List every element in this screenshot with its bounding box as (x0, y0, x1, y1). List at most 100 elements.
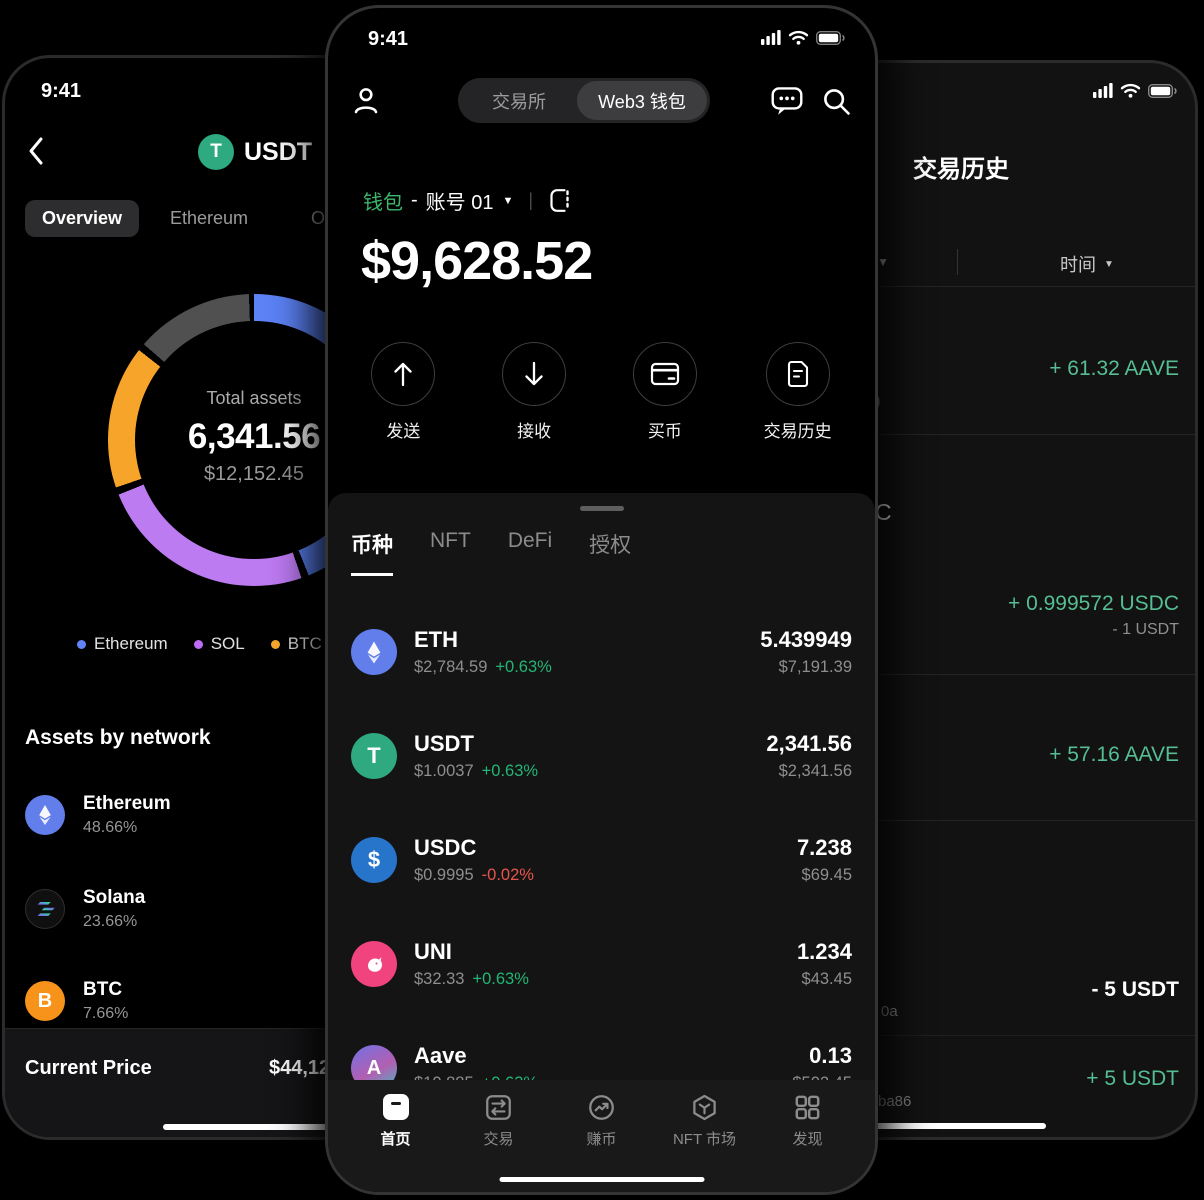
transaction-amount[interactable]: + 61.32 AAVE (1049, 357, 1179, 380)
transaction-sub-amount: - 1 USDT (1112, 621, 1179, 638)
transaction-amount[interactable]: + 57.16 AAVE (1049, 743, 1179, 766)
tether-icon: T (198, 134, 234, 170)
drag-handle[interactable] (579, 506, 624, 511)
token-symbol: Aave (414, 1042, 467, 1068)
wallet-account-row: 钱包 - 账号 01 ▼ | (363, 186, 572, 215)
account-switch-icon[interactable] (548, 187, 572, 214)
transaction-amount[interactable]: + 0.999572 USDC (1007, 592, 1179, 615)
transaction-amount[interactable]: - 5 USDT (1091, 978, 1179, 1001)
usdt-icon: T (351, 733, 397, 779)
battery-icon (1148, 83, 1177, 98)
legend-label: SOL (210, 634, 245, 653)
legend-dot-ethereum (77, 639, 86, 649)
network-percent: 23.66% (83, 913, 138, 930)
nav-home[interactable]: 首页 (351, 1093, 441, 1192)
uni-icon (351, 941, 397, 987)
assets-bottom-sheet: 币种 NFT DeFi 授权 ETH $2,784.59 +0.63% 5.439… (328, 493, 875, 1192)
transaction-left-fragment: ba86 (878, 1093, 912, 1110)
nav-trade[interactable]: 交易 (454, 1093, 544, 1192)
profile-icon[interactable] (350, 84, 382, 116)
eth-icon (351, 629, 397, 675)
home-indicator (163, 1124, 373, 1130)
token-change: +0.63% (495, 657, 552, 676)
network-percent: 48.66% (83, 819, 138, 836)
nav-label: 赚币 (586, 1131, 617, 1148)
nav-label: 首页 (380, 1131, 411, 1148)
token-title-label: USDT (244, 137, 313, 166)
token-amount: 0.13 (809, 1042, 852, 1068)
tab-tokens[interactable]: 币种 (351, 529, 393, 576)
btc-icon: B (25, 981, 65, 1021)
token-row-uni[interactable]: UNI $32.33 +0.63% 1.234 $43.45 (328, 912, 875, 1016)
tab-clipped[interactable]: O (311, 208, 326, 228)
total-assets-label: Total assets (206, 388, 302, 408)
tab-web3-wallet[interactable]: Web3 钱包 (577, 81, 707, 120)
nav-nft-market[interactable]: NFT 市场 (660, 1093, 750, 1192)
token-fiat-value: $7,191.39 (778, 657, 852, 676)
total-balance: $9,628.52 (361, 231, 593, 291)
receive-button[interactable]: 接收 (502, 342, 567, 442)
tab-nft[interactable]: NFT (430, 529, 471, 552)
token-fiat-value: $2,341.56 (778, 761, 852, 780)
search-icon[interactable] (821, 86, 851, 116)
network-name: Ethereum (83, 793, 171, 814)
solana-icon (25, 889, 65, 929)
token-row-usdt[interactable]: T USDT $1.0037 +0.63% 2,341.56 $2,341.56 (328, 704, 875, 808)
wifi-icon (788, 30, 809, 45)
document-icon (765, 342, 830, 406)
token-row-eth[interactable]: ETH $2,784.59 +0.63% 5.439949 $7,191.39 (328, 600, 875, 704)
chat-icon[interactable] (771, 86, 803, 116)
transaction-left-fragment: C (875, 499, 892, 525)
divider (703, 674, 1195, 675)
transaction-history-button[interactable]: 交易历史 (764, 342, 832, 442)
token-amount: 1.234 (796, 938, 852, 964)
legend-item-ethereum: Ethereum (77, 634, 168, 654)
send-button[interactable]: 发送 (371, 342, 436, 442)
token-symbol: USDC (414, 834, 477, 860)
token-price: $2,784.59 (414, 657, 488, 676)
tab-overview[interactable]: Overview (25, 200, 139, 237)
divider (703, 1035, 1195, 1036)
wallet-label: 钱包 (363, 192, 403, 214)
token-detail-tabs: Overview Ethereum O (5, 200, 499, 240)
status-icons (1093, 83, 1177, 98)
quick-actions: 发送 接收 买币 交易历史 (328, 342, 875, 442)
action-label: 交易历史 (763, 422, 832, 441)
signal-icon (761, 30, 781, 45)
token-symbol: UNI (414, 938, 452, 964)
chevron-down-icon[interactable]: ▼ (502, 194, 514, 207)
transaction-amount[interactable]: + 5 USDT (1086, 1067, 1179, 1090)
center-phone-web3-wallet: 9:41 交易所 Web3 钱包 钱包 - 账号 01 ▼ | (325, 5, 878, 1195)
token-amount: 5.439949 (760, 626, 852, 652)
signal-icon (1093, 83, 1113, 98)
arrow-down-icon (502, 342, 567, 406)
total-assets-value: 6,341.56 (187, 417, 321, 456)
account-dash: - (411, 189, 418, 211)
total-assets-usd: $12,152.45 (203, 463, 305, 485)
status-time: 9:41 (368, 28, 409, 50)
back-icon[interactable] (27, 136, 51, 165)
network-name: BTC (83, 979, 123, 1000)
tab-defi[interactable]: DeFi (507, 529, 553, 552)
token-row-usdc[interactable]: $ USDC $0.9995 -0.02% 7.238 $69.45 (328, 808, 875, 912)
bottom-navigation: 首页 交易 赚币 NFT 市场 (328, 1080, 875, 1192)
tab-approvals[interactable]: 授权 (589, 534, 632, 557)
tab-exchange[interactable]: 交易所 (492, 91, 546, 112)
account-label[interactable]: 账号 01 (425, 192, 494, 214)
assets-by-network-heading: Assets by network (25, 726, 211, 749)
network-row-solana[interactable]: Solana 23.66% (25, 888, 145, 930)
card-icon (632, 342, 697, 406)
nav-earn[interactable]: 赚币 (557, 1093, 647, 1192)
tab-ethereum[interactable]: Ethereum (170, 208, 249, 228)
network-row-ethereum[interactable]: Ethereum 48.66% (25, 794, 171, 836)
nav-discover[interactable]: 发现 (763, 1093, 853, 1192)
filter-divider (957, 249, 958, 275)
time-filter-dropdown[interactable]: 时间 ▼ (1060, 251, 1114, 277)
home-indicator (836, 1123, 1046, 1129)
legend-item-btc: BTC (270, 634, 322, 654)
network-row-btc[interactable]: B BTC 7.66% (25, 980, 128, 1022)
usdc-icon: $ (351, 837, 397, 883)
buy-crypto-button[interactable]: 买币 (632, 342, 697, 442)
filter-fragment-caret[interactable]: ▼ (877, 255, 889, 269)
divider (703, 820, 1195, 821)
